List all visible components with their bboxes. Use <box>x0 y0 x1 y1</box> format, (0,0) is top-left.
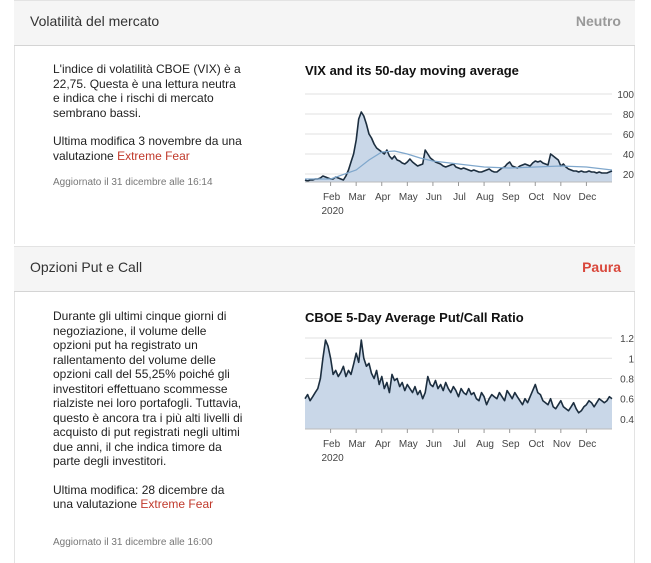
y-tick-label: 1.2 <box>620 334 634 345</box>
last-modified-label: Ultima modifica 3 novembre da una valuta… <box>53 134 242 163</box>
y-tick-label: 20 <box>623 170 635 181</box>
x-tick-label: Feb <box>323 192 341 203</box>
y-tick-label: 40 <box>623 150 635 161</box>
x-tick-label: Oct <box>528 192 544 203</box>
section-border-left <box>14 44 15 244</box>
x-tick-label: Aug <box>476 439 494 450</box>
last-modified-value: Extreme Fear <box>117 148 190 163</box>
last-modified: Ultima modifica: 28 dicembre da una valu… <box>53 483 243 512</box>
x-tick-label: Mar <box>349 192 367 203</box>
moving-average-line <box>305 150 613 180</box>
x-tick-label: Jun <box>426 192 442 203</box>
series-area <box>305 340 612 429</box>
x-tick-label: Feb <box>323 439 341 450</box>
x-tick-label: Dec <box>579 192 597 203</box>
x-tick-label: Nov <box>553 192 571 203</box>
x-year-label: 2020 <box>321 206 344 217</box>
x-tick-label: Jul <box>453 192 466 203</box>
updated-timestamp: Aggiornato il 31 dicembre alle 16:14 <box>53 177 213 188</box>
x-tick-label: Apr <box>375 439 391 450</box>
chart-title: VIX and its 50-day moving average <box>305 63 519 78</box>
status-badge: Paura <box>582 259 621 275</box>
description-text: L'indice di volatilità CBOE (VIX) è a 22… <box>53 62 241 120</box>
last-modified: Ultima modifica 3 novembre da una valuta… <box>53 134 243 163</box>
series-line <box>304 339 613 414</box>
updated-timestamp: Aggiornato il 31 dicembre alle 16:00 <box>53 537 213 548</box>
vix-chart: 20 40 60 80 100 Feb Mar Apr May Jun Jul Aug Sep Oct No… <box>304 90 635 217</box>
section-header-put-call: Opzioni Put e Call Paura <box>14 246 635 292</box>
x-tick-label: Jul <box>453 439 466 450</box>
y-tick-label: 80 <box>623 110 635 121</box>
section-description: Durante gli ultimi cinque giorni di nego… <box>53 309 243 526</box>
y-tick-label: 60 <box>623 130 635 141</box>
section-title: Opzioni Put e Call <box>30 259 143 275</box>
description-text: Durante gli ultimi cinque giorni di nego… <box>53 309 243 468</box>
y-tick-label: 0.6 <box>620 395 634 406</box>
section-description: L'indice di volatilità CBOE (VIX) è a 22… <box>53 62 243 177</box>
status-badge: Neutro <box>575 13 621 29</box>
section-title: Volatilità del mercato <box>30 13 160 29</box>
x-tick-label: Dec <box>579 439 597 450</box>
x-tick-label: Sep <box>502 192 520 203</box>
x-tick-label: Jun <box>426 439 442 450</box>
series-area <box>305 112 612 182</box>
x-tick-label: Mar <box>349 439 367 450</box>
section-border-right <box>634 44 635 244</box>
y-tick-label: 1 <box>628 354 634 365</box>
y-tick-label: 100 <box>617 90 634 101</box>
x-tick-label: Aug <box>476 192 494 203</box>
section-border-right <box>634 290 635 563</box>
put-call-chart: 0.4 0.6 0.8 1 1.2 Feb Mar Apr May Jun Jul Aug Sep Oct… <box>304 334 634 464</box>
last-modified-label: Ultima modifica: 28 dicembre da una valu… <box>53 482 225 512</box>
x-tick-label: May <box>399 439 418 450</box>
y-tick-label: 0.4 <box>620 415 634 426</box>
section-header-volatility: Volatilità del mercato Neutro <box>14 0 635 46</box>
section-border-left <box>14 290 15 563</box>
x-year-label: 2020 <box>321 453 344 464</box>
chart-title: CBOE 5-Day Average Put/Call Ratio <box>305 310 524 325</box>
last-modified-value: Extreme Fear <box>140 497 214 511</box>
y-tick-label: 0.8 <box>620 374 634 385</box>
x-tick-label: Apr <box>375 192 391 203</box>
x-tick-label: Sep <box>502 439 520 450</box>
x-tick-label: Oct <box>528 439 544 450</box>
x-tick-label: May <box>399 192 418 203</box>
x-tick-label: Nov <box>553 439 571 450</box>
